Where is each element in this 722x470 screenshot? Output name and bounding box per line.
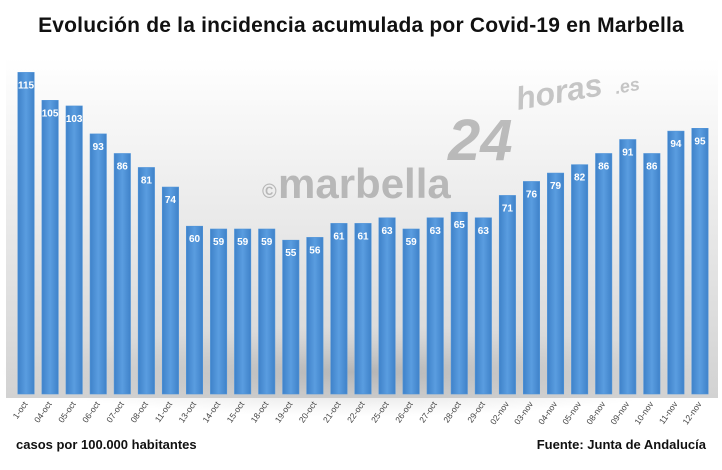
watermark-number: 24 <box>447 108 513 173</box>
bar <box>113 153 131 395</box>
watermark-domain: .es <box>613 74 641 98</box>
bar <box>137 167 155 395</box>
bar-value-label: 94 <box>670 139 682 150</box>
footer-source: Fuente: Junta de Andalucía <box>536 437 706 452</box>
x-tick-label: 04-oct <box>32 399 54 425</box>
bar-value-label: 59 <box>213 237 225 248</box>
bar-value-label: 86 <box>598 161 610 172</box>
chart-title: Evolución de la incidencia acumulada por… <box>38 14 684 37</box>
bar-value-label: 56 <box>309 245 321 256</box>
bar-value-label: 71 <box>502 203 514 214</box>
bar <box>89 133 107 395</box>
bar-value-label: 95 <box>694 136 706 147</box>
bars-group <box>17 72 709 395</box>
watermark-copyright: © <box>262 181 277 203</box>
bar-value-label: 63 <box>382 226 394 237</box>
bar-value-label: 63 <box>478 226 490 237</box>
bar <box>234 228 252 395</box>
bar <box>498 195 516 395</box>
bar <box>522 181 540 395</box>
bar <box>186 225 204 395</box>
bar-value-label: 65 <box>454 220 466 231</box>
footer-note: casos por 100.000 habitantes <box>16 437 197 452</box>
bar <box>474 217 492 395</box>
bar-value-label: 63 <box>430 226 442 237</box>
bar <box>210 228 228 395</box>
bar <box>282 239 300 395</box>
bar <box>547 172 565 395</box>
bar <box>65 105 83 395</box>
bar-value-label: 74 <box>165 195 177 206</box>
bar <box>667 130 685 395</box>
bar <box>306 237 324 395</box>
bar-value-label: 55 <box>285 248 297 259</box>
bar <box>402 228 420 395</box>
bar-value-label: 59 <box>237 237 249 248</box>
bar <box>354 223 372 395</box>
value-labels-group: 115 105 103 93 86 81 74 60 59 59 59 55 56 61 61 63 59 63 6… <box>18 80 706 259</box>
bar <box>161 186 179 395</box>
bar-value-label: 76 <box>526 189 538 200</box>
x-tick-label: 1-oct <box>11 399 30 421</box>
bar <box>41 100 59 395</box>
bar-value-label: 61 <box>357 231 369 242</box>
bar-value-label: 105 <box>42 108 59 119</box>
watermark-name: marbella <box>278 160 451 207</box>
bar-value-label: 59 <box>261 237 273 248</box>
x-tick-labels-group: 1-oct 04-oct 05-oct 06-oct 07-oct 08-oct 11-oc… <box>11 399 704 427</box>
bar <box>619 139 637 395</box>
bar <box>330 223 348 395</box>
bar <box>426 217 444 395</box>
bar-value-label: 79 <box>550 181 562 192</box>
bar <box>258 228 276 395</box>
bar <box>450 211 468 395</box>
bar-value-label: 91 <box>622 148 634 159</box>
x-tick-label: 10-nov <box>632 399 656 427</box>
bar-value-label: 86 <box>117 161 129 172</box>
bar <box>595 153 613 395</box>
bar-value-label: 61 <box>333 231 345 242</box>
x-tick-label: 05-oct <box>56 399 78 425</box>
x-tick-label: 11-nov <box>657 399 680 426</box>
bar <box>643 153 661 395</box>
bar-value-label: 81 <box>141 175 153 186</box>
bar-value-label: 59 <box>406 237 418 248</box>
bar <box>378 217 396 395</box>
bar-value-label: 60 <box>189 234 201 245</box>
bar-value-label: 103 <box>66 114 83 125</box>
bar-value-label: 82 <box>574 173 586 184</box>
watermark: © marbella 24 horas .es <box>262 66 641 207</box>
x-tick-label: 12-nov <box>681 399 705 427</box>
bar <box>571 164 589 395</box>
bar-value-label: 93 <box>93 142 105 153</box>
bar-value-label: 115 <box>18 80 35 91</box>
bar-value-label: 86 <box>646 161 658 172</box>
bar <box>691 128 709 395</box>
bar <box>17 72 35 395</box>
